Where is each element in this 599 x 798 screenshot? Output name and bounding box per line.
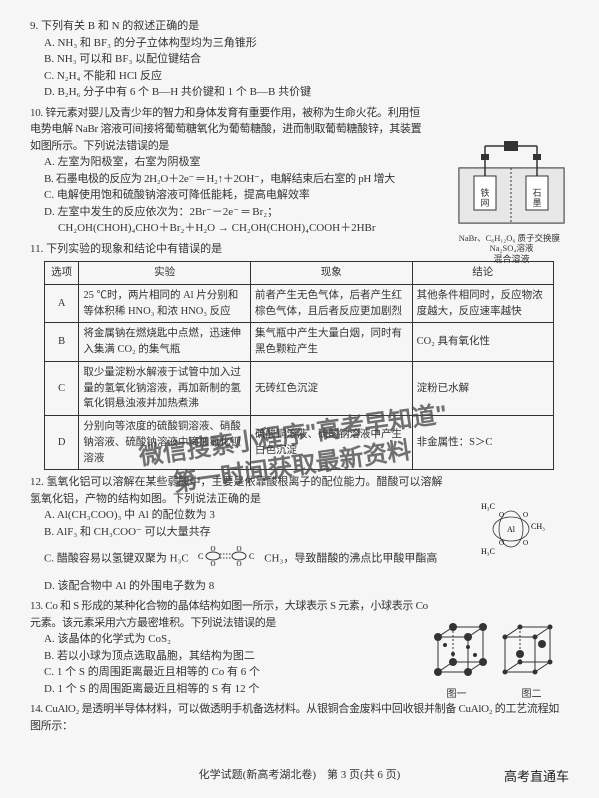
svg-text:CH₃: CH₃ [531,522,545,531]
th-opt: 选项 [45,262,79,285]
question-14: 14. CuAlO₂ 是透明半导体材料，可以做透明手机备选材料。从银铜合金废料中… [30,701,569,734]
fig2-label: 图二 [522,687,542,702]
svg-text:O: O [499,511,504,519]
th-phen: 现象 [251,262,413,285]
question-13: 13. Co 和 S 形成的某种化合物的晶体结构如图一所示，大球表示 S 元素，… [30,598,430,697]
question-10: 10. 锌元素对婴儿及青少年的智力和身体发育有重要作用，被称为生命火花。利用恒电… [30,105,430,237]
th-exp: 实验 [79,262,251,285]
table-row: C 取少量淀粉水解液于试管中加入过量的氢氧化钠溶液，再加新制的氢氧化铜悬浊液并加… [45,361,554,415]
svg-text:石: 石 [532,188,541,198]
q11-table: 选项 实验 现象 结论 A 25 ℃时，两片相同的 Al 片分别和等体积稀 HN… [44,261,554,470]
q9-opt-c: C. N₂H₄ 不能和 HCl 反应 [30,68,569,85]
svg-text:铁: 铁 [480,187,489,198]
table-row: B 将金属钠在燃烧匙中点燃，迅速伸入集满 CO₂ 的集气瓶 集气瓶中产生大量白烟… [45,323,554,362]
page-footer: 化学试题(新高考湖北卷) 第 3 页(共 6 页) 高考直通车 [30,767,569,787]
q13-opt-a: A. 该晶体的化学式为 CoS₂ [30,631,430,648]
q12-opt-d: D. 该配合物中 Al 的外围电子数为 8 [30,578,569,595]
q9-opt-d: D. B₂H₆ 分子中有 6 个 B—H 共价键和 1 个 B—B 共价键 [30,84,569,101]
q9-stem: 9. 下列有关 B 和 N 的叙述正确的是 [30,18,569,35]
svg-text:O: O [237,545,242,553]
crystal-fig2-icon [495,617,560,682]
q10-opt-d2: CH₂OH(CHOH)₄CHO＋Br₂＋H₂O → CH₂OH(CHOH)₄CO… [30,220,430,237]
q13-opt-c: C. 1 个 S 的周围距离最近且相等的 Co 有 6 个 [30,664,430,681]
diag-left-sol: NaBr、C₆H₁₂O₆ 质子交换膜 [459,233,560,243]
q13-opt-b: B. 若以小球为顶点选取晶胞，其结构为图二 [30,648,430,665]
q13-opt-d: D. 1 个 S 的周围距离最近且相等的 S 有 12 个 [30,681,430,698]
svg-text:H₃C: H₃C [481,502,495,511]
svg-text:O: O [237,560,242,568]
q10-opt-d: D. 左室中发生的反应依次为：2Br⁻－2e⁻ ═ Br₂； [30,204,430,221]
svg-text:Al: Al [507,525,516,534]
q9-opt-b: B. NH₃ 可以和 BF₃ 以配位键结合 [30,51,569,68]
al-complex-structure-icon: H₃C CH₃ H₃C Al O O O O [471,499,559,565]
svg-text:墨: 墨 [532,198,541,208]
footer-center: 化学试题(新高考湖北卷) 第 3 页(共 6 页) [30,767,569,784]
svg-text:O: O [211,560,216,568]
q10-opt-c: C. 电解使用饱和硫酸钠溶液可降低能耗，提高电解效率 [30,187,430,204]
svg-text:C: C [198,552,203,561]
q13-stem: 13. Co 和 S 形成的某种化合物的晶体结构如图一所示，大球表示 S 元素，… [30,598,430,631]
svg-text:O: O [523,539,528,547]
q10-stem: 10. 锌元素对婴儿及青少年的智力和身体发育有重要作用，被称为生命火花。利用恒电… [30,105,430,155]
question-9: 9. 下列有关 B 和 N 的叙述正确的是 A. NH₃ 和 BF₃ 的分子立体… [30,18,569,101]
dimer-structure-icon: C C O O O O [191,543,261,575]
q12-stem: 12. 氢氧化铝可以溶解在某些弱酸中，主要是依靠酸根离子的配位能力。醋酸可以溶解… [30,474,450,507]
q10-opt-b: B. 石墨电极的反应为 2H₂O＋2e⁻ ═ H₂↑＋2OH⁻，电解结束后右室的… [30,171,430,188]
diag-right-sol: Na₂SO₄溶液 [490,243,534,253]
table-row: D 分别向等浓度的硫酸铜溶液、硝酸钠溶液、硫酸钠溶液中滴加氯化钡溶液 硫酸铜溶液… [45,416,554,470]
diag-bottom: 混合溶液 [454,253,569,267]
electrolysis-svg: 铁 网 石 墨 [454,138,569,233]
svg-text:O: O [523,511,528,519]
svg-text:网: 网 [480,198,489,208]
question-11: 11. 下列实验的现象和结论中有错误的是 选项 实验 现象 结论 A 25 ℃时… [30,241,569,471]
svg-text:C: C [249,552,254,561]
table-row: A 25 ℃时，两片相同的 Al 片分别和等体积稀 HNO₃ 和浓 HNO₃ 反… [45,284,554,323]
svg-text:O: O [499,539,504,547]
crystal-fig1-icon [428,617,493,682]
svg-text:H₃C: H₃C [481,547,495,556]
q14-stem: 14. CuAlO₂ 是透明半导体材料，可以做透明手机备选材料。从银铜合金废料中… [30,701,569,734]
q9-opt-a: A. NH₃ 和 BF₃ 的分子立体构型均为三角锥形 [30,35,569,52]
q10-opt-a: A. 左室为阳极室，右室为阴极室 [30,154,430,171]
svg-text:O: O [211,545,216,553]
fig1-label: 图一 [447,687,467,702]
electrolysis-diagram: 铁 网 石 墨 NaBr、C₆H₁₂O₆ 质子交换膜 Na₂SO₄溶液 混合溶液 [454,138,569,267]
crystal-diagrams: 图一 图二 [419,617,569,702]
